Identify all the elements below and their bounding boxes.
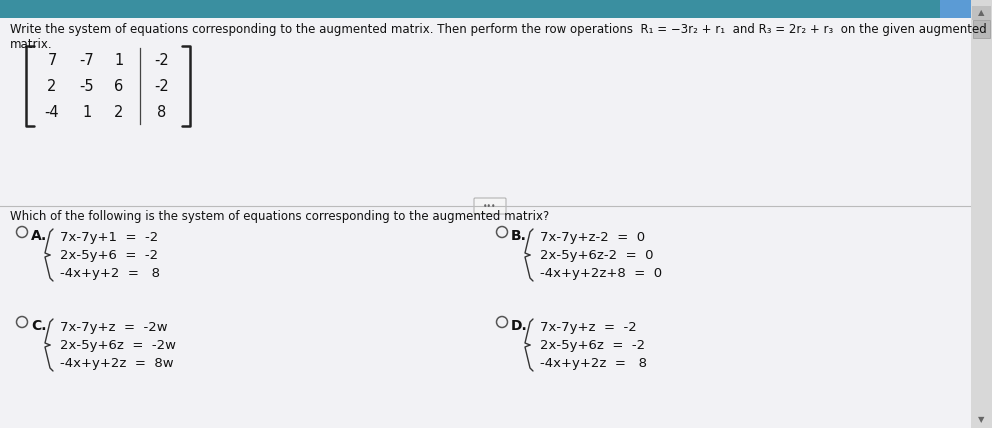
- FancyBboxPatch shape: [0, 0, 992, 18]
- Text: A.: A.: [31, 229, 48, 243]
- Text: 7x-7y+1  =  -2: 7x-7y+1 = -2: [60, 231, 159, 244]
- Text: B.: B.: [511, 229, 527, 243]
- Text: -4x+y+2  =   8: -4x+y+2 = 8: [60, 267, 160, 279]
- Text: 7x-7y+z-2  =  0: 7x-7y+z-2 = 0: [540, 231, 645, 244]
- Text: 2x-5y+6z  =  -2: 2x-5y+6z = -2: [540, 339, 645, 351]
- Text: 2x-5y+6z  =  -2w: 2x-5y+6z = -2w: [60, 339, 176, 351]
- Text: ▼: ▼: [978, 415, 984, 424]
- FancyBboxPatch shape: [972, 6, 991, 20]
- Text: 7x-7y+z  =  -2: 7x-7y+z = -2: [540, 321, 637, 333]
- FancyBboxPatch shape: [971, 0, 992, 428]
- Text: -4x+y+2z  =   8: -4x+y+2z = 8: [540, 357, 647, 369]
- Text: •••: •••: [483, 202, 497, 211]
- Text: 2: 2: [114, 104, 124, 119]
- Text: -4x+y+2z+8  =  0: -4x+y+2z+8 = 0: [540, 267, 662, 279]
- FancyBboxPatch shape: [940, 0, 992, 18]
- Text: matrix.: matrix.: [10, 38, 53, 51]
- Text: -7: -7: [79, 53, 94, 68]
- Text: -2: -2: [155, 53, 170, 68]
- Text: ▲: ▲: [978, 9, 984, 18]
- Text: 1: 1: [114, 53, 124, 68]
- Text: D.: D.: [511, 319, 528, 333]
- Text: -2: -2: [155, 78, 170, 93]
- Text: 1: 1: [82, 104, 91, 119]
- Text: 7x-7y+z  =  -2w: 7x-7y+z = -2w: [60, 321, 168, 333]
- Text: 2x-5y+6  =  -2: 2x-5y+6 = -2: [60, 249, 158, 262]
- Text: 6: 6: [114, 78, 124, 93]
- Text: -5: -5: [79, 78, 94, 93]
- Text: Which of the following is the system of equations corresponding to the augmented: Which of the following is the system of …: [10, 210, 550, 223]
- Text: 2: 2: [48, 78, 57, 93]
- Text: Write the system of equations corresponding to the augmented matrix. Then perfor: Write the system of equations correspond…: [10, 23, 987, 36]
- Text: 2x-5y+6z-2  =  0: 2x-5y+6z-2 = 0: [540, 249, 654, 262]
- FancyBboxPatch shape: [973, 20, 990, 38]
- Text: 8: 8: [158, 104, 167, 119]
- Text: C.: C.: [31, 319, 47, 333]
- FancyBboxPatch shape: [474, 198, 506, 214]
- Text: 7: 7: [48, 53, 57, 68]
- Text: -4x+y+2z  =  8w: -4x+y+2z = 8w: [60, 357, 174, 369]
- Text: -4: -4: [45, 104, 60, 119]
